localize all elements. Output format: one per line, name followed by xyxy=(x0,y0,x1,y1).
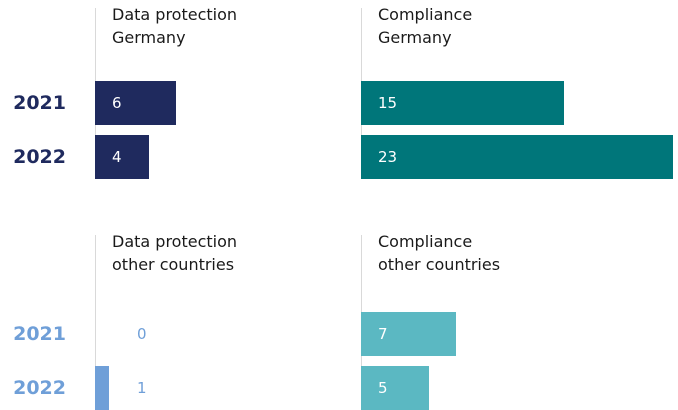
panel-title: Compliance Germany xyxy=(378,5,473,47)
value-label: 15 xyxy=(378,94,398,112)
value-label: 7 xyxy=(378,325,388,343)
panel-title: Data protection Germany xyxy=(112,5,238,47)
value-label: 23 xyxy=(378,148,398,166)
axis-line xyxy=(95,235,96,410)
value-label: 1 xyxy=(137,379,147,397)
bar xyxy=(361,135,673,179)
value-label: 6 xyxy=(112,94,122,112)
panel-title: Compliance other countries xyxy=(378,232,501,274)
bar xyxy=(95,366,109,410)
category-label: 2021 xyxy=(13,92,66,114)
value-label: 4 xyxy=(112,148,122,166)
value-label: 5 xyxy=(378,379,388,397)
category-label: 2022 xyxy=(13,377,66,399)
bar xyxy=(95,135,150,179)
category-label: 2021 xyxy=(13,323,66,345)
bar xyxy=(361,366,429,410)
bar xyxy=(95,81,177,125)
panel-title: Data protection other countries xyxy=(112,232,238,274)
bar xyxy=(361,81,565,125)
bar xyxy=(361,312,456,356)
value-label: 0 xyxy=(137,325,147,343)
category-label: 2022 xyxy=(13,146,66,168)
